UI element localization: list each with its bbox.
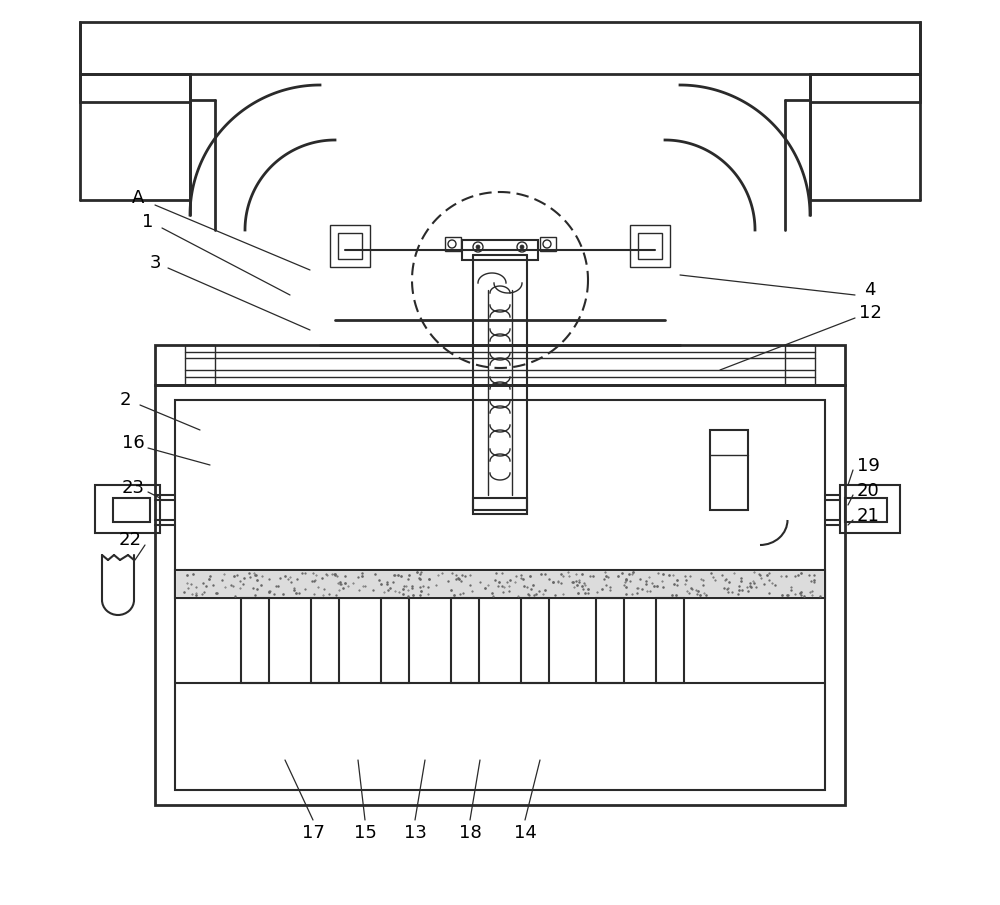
Bar xyxy=(630,225,670,267)
Bar xyxy=(785,345,815,385)
Bar xyxy=(596,598,624,683)
Circle shape xyxy=(520,245,524,249)
Bar xyxy=(80,22,920,74)
Bar xyxy=(521,598,549,683)
Text: 22: 22 xyxy=(119,531,142,549)
Bar xyxy=(241,598,269,683)
Circle shape xyxy=(448,240,456,248)
Bar xyxy=(540,237,556,251)
Text: 4: 4 xyxy=(864,281,876,299)
Circle shape xyxy=(517,242,527,252)
Circle shape xyxy=(473,242,483,252)
Bar xyxy=(175,400,825,790)
Text: 2: 2 xyxy=(119,391,131,409)
Text: 3: 3 xyxy=(149,254,161,272)
Bar xyxy=(185,345,215,385)
Bar xyxy=(175,570,825,598)
Bar xyxy=(845,498,887,522)
Circle shape xyxy=(476,245,480,249)
Bar xyxy=(338,233,362,259)
Bar xyxy=(381,598,409,683)
Text: 19: 19 xyxy=(857,457,879,475)
Text: 1: 1 xyxy=(142,213,154,231)
Circle shape xyxy=(543,240,551,248)
Bar xyxy=(451,598,479,683)
Text: 18: 18 xyxy=(459,824,481,842)
Bar xyxy=(155,345,845,385)
Text: A: A xyxy=(132,189,144,207)
Text: 17: 17 xyxy=(302,824,324,842)
Text: 16: 16 xyxy=(122,434,144,452)
Bar xyxy=(638,233,662,259)
Bar xyxy=(810,74,920,102)
Bar xyxy=(155,385,845,805)
Bar xyxy=(95,485,160,533)
Text: 15: 15 xyxy=(354,824,376,842)
Bar xyxy=(710,430,748,510)
Text: 20: 20 xyxy=(857,482,879,500)
Text: 23: 23 xyxy=(122,479,144,497)
Bar xyxy=(113,498,150,522)
Bar xyxy=(445,237,461,251)
Bar xyxy=(176,571,824,597)
Text: 21: 21 xyxy=(857,507,879,525)
Text: 14: 14 xyxy=(514,824,536,842)
Bar xyxy=(462,240,538,260)
Bar xyxy=(80,74,190,102)
Bar xyxy=(311,598,339,683)
Text: 12: 12 xyxy=(859,304,881,322)
Bar xyxy=(330,225,370,267)
Bar xyxy=(840,485,900,533)
Bar xyxy=(473,498,527,514)
Bar xyxy=(656,598,684,683)
Text: 13: 13 xyxy=(404,824,426,842)
